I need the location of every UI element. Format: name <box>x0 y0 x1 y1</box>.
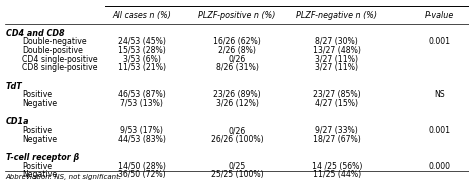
Text: T-cell receptor β: T-cell receptor β <box>6 153 79 162</box>
Text: PLZF-negative n (%): PLZF-negative n (%) <box>296 11 377 20</box>
Text: 8/27 (30%): 8/27 (30%) <box>316 38 358 46</box>
Text: Double-positive: Double-positive <box>22 46 83 55</box>
Text: 24/53 (45%): 24/53 (45%) <box>118 38 166 46</box>
Text: 0/26: 0/26 <box>228 55 246 64</box>
Text: 23/27 (85%): 23/27 (85%) <box>313 90 361 99</box>
Text: 9/27 (33%): 9/27 (33%) <box>316 126 358 135</box>
Text: 26/26 (100%): 26/26 (100%) <box>210 135 264 144</box>
Text: 46/53 (87%): 46/53 (87%) <box>118 90 165 99</box>
Text: All cases n (%): All cases n (%) <box>112 11 171 20</box>
Text: 14/50 (28%): 14/50 (28%) <box>118 162 166 171</box>
Text: CD8 single-positive: CD8 single-positive <box>22 63 98 72</box>
Text: 11/53 (21%): 11/53 (21%) <box>118 63 166 72</box>
Text: CD4 and CD8: CD4 and CD8 <box>6 29 64 38</box>
Text: 3/27 (11%): 3/27 (11%) <box>315 63 358 72</box>
Text: 44/53 (83%): 44/53 (83%) <box>118 135 166 144</box>
Text: 18/27 (67%): 18/27 (67%) <box>313 135 361 144</box>
Text: CD4 single-positive: CD4 single-positive <box>22 55 98 64</box>
Text: 9/53 (17%): 9/53 (17%) <box>120 126 163 135</box>
Text: 0.001: 0.001 <box>428 126 450 135</box>
Text: 0.000: 0.000 <box>428 162 450 171</box>
Text: Positive: Positive <box>22 90 53 99</box>
Text: CD1a: CD1a <box>6 117 29 126</box>
Text: 3/27 (11%): 3/27 (11%) <box>315 55 358 64</box>
Text: 8/26 (31%): 8/26 (31%) <box>216 63 258 72</box>
Text: 14 /25 (56%): 14 /25 (56%) <box>312 162 362 171</box>
Text: Double-negative: Double-negative <box>22 38 87 46</box>
Text: 7/53 (13%): 7/53 (13%) <box>120 99 163 108</box>
Text: Negative: Negative <box>22 170 57 179</box>
Text: Negative: Negative <box>22 135 57 144</box>
Text: P-value: P-value <box>424 11 454 20</box>
Text: Positive: Positive <box>22 162 53 171</box>
Text: 0/26: 0/26 <box>228 126 246 135</box>
Text: Positive: Positive <box>22 126 53 135</box>
Text: Abbreviation: NS, not significant.: Abbreviation: NS, not significant. <box>6 174 122 180</box>
Text: 4/27 (15%): 4/27 (15%) <box>315 99 358 108</box>
Text: 11/25 (44%): 11/25 (44%) <box>313 170 361 179</box>
Text: TdT: TdT <box>6 82 22 91</box>
Text: 3/26 (12%): 3/26 (12%) <box>216 99 258 108</box>
Text: PLZF-positive n (%): PLZF-positive n (%) <box>198 11 276 20</box>
Text: 13/27 (48%): 13/27 (48%) <box>313 46 361 55</box>
Text: Negative: Negative <box>22 99 57 108</box>
Text: 36/50 (72%): 36/50 (72%) <box>118 170 165 179</box>
Text: 0/25: 0/25 <box>228 162 246 171</box>
Text: 0.001: 0.001 <box>428 38 450 46</box>
Text: 25/25 (100%): 25/25 (100%) <box>210 170 264 179</box>
Text: 15/53 (28%): 15/53 (28%) <box>118 46 165 55</box>
Text: 2/26 (8%): 2/26 (8%) <box>218 46 256 55</box>
Text: 23/26 (89%): 23/26 (89%) <box>213 90 261 99</box>
Text: 16/26 (62%): 16/26 (62%) <box>213 38 261 46</box>
Text: 3/53 (6%): 3/53 (6%) <box>123 55 161 64</box>
Text: NS: NS <box>434 90 445 99</box>
